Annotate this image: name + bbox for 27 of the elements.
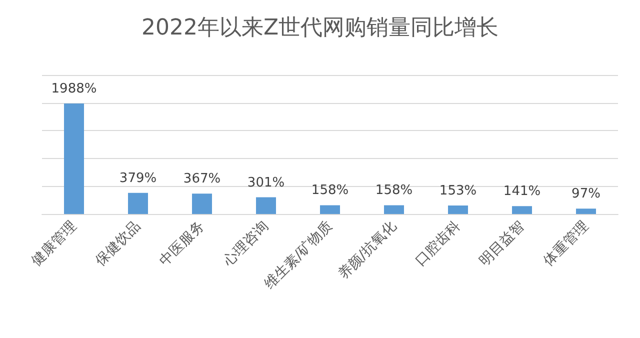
bar bbox=[576, 208, 596, 214]
bar bbox=[448, 205, 468, 214]
data-label: 141% bbox=[503, 184, 541, 200]
data-label: 153% bbox=[439, 183, 477, 198]
bar bbox=[128, 192, 148, 214]
x-tick-label: 口腔齿科 bbox=[412, 218, 464, 270]
data-label: 367% bbox=[183, 172, 221, 187]
data-label: 158% bbox=[311, 183, 349, 198]
x-tick-label: 中医服务 bbox=[156, 218, 208, 270]
bar bbox=[64, 103, 84, 214]
x-tick-label: 保健饮品 bbox=[92, 218, 144, 270]
data-label: 97% bbox=[572, 186, 600, 202]
bar bbox=[384, 205, 404, 214]
bar bbox=[192, 194, 212, 214]
data-label: 1988% bbox=[51, 81, 97, 96]
x-tick-label: 养颜/抗氧化 bbox=[336, 218, 400, 282]
x-tick-label: 心理咨询 bbox=[220, 218, 272, 270]
chart-title: 2022年以来Z世代网购销量同比增长 bbox=[141, 16, 499, 40]
bar bbox=[256, 197, 276, 214]
x-tick-label: 健康管理 bbox=[28, 218, 80, 270]
x-tick-label: 体重管理 bbox=[540, 218, 592, 270]
data-label: 301% bbox=[247, 175, 285, 190]
bar bbox=[512, 206, 532, 214]
x-tick-label: 明目益智 bbox=[476, 218, 528, 270]
data-label: 379% bbox=[119, 170, 157, 186]
bar bbox=[320, 205, 340, 214]
data-label: 158% bbox=[375, 183, 413, 198]
